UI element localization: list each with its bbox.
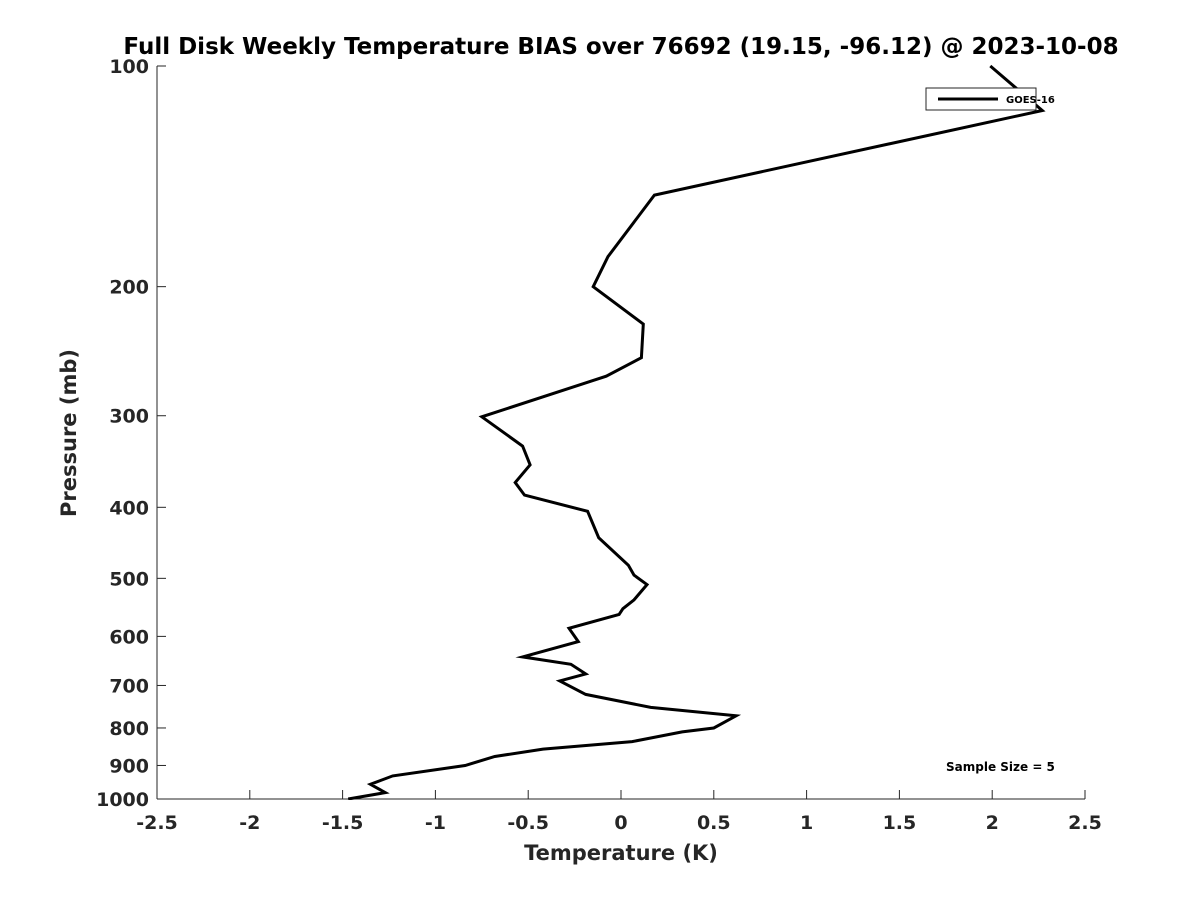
y-axis-ticks: 100 200 300 400 500 600 700 800 900 1000 (96, 56, 166, 811)
x-tick-label: 2 (986, 812, 999, 834)
x-tick-label: -1 (425, 812, 446, 834)
x-tick-label: 2.5 (1068, 812, 1102, 834)
y-tick-label: 1000 (96, 789, 149, 811)
y-tick-label: 600 (109, 626, 149, 648)
y-tick-label: 800 (109, 718, 149, 740)
x-tick-label: 1 (800, 812, 813, 834)
x-tick-label: 1.5 (883, 812, 917, 834)
series-layer (347, 64, 1046, 800)
y-axis-label: Pressure (mb) (57, 349, 81, 517)
y-tick-label: 400 (109, 497, 149, 519)
y-tick-label: 200 (109, 277, 149, 299)
x-tick-label: -2.5 (136, 812, 178, 834)
chart-title: Full Disk Weekly Temperature BIAS over 7… (123, 34, 1118, 60)
x-tick-label: 0.5 (697, 812, 731, 834)
plot-axes (156, 66, 1085, 800)
y-tick-label: 700 (109, 675, 149, 697)
x-tick-label: 0 (614, 812, 627, 834)
legend: GOES-16 (925, 87, 1055, 111)
x-axis-ticks: -2.5 -2 -1.5 -1 -0.5 0 0.5 1 1.5 2 2.5 (136, 790, 1102, 834)
x-axis-label: Temperature (K) (524, 841, 718, 865)
y-tick-label: 100 (109, 56, 149, 78)
y-tick-label: 900 (109, 755, 149, 777)
y-tick-label: 500 (109, 568, 149, 590)
x-tick-label: -1.5 (322, 812, 364, 834)
legend-entry-goes-16: GOES-16 (1006, 95, 1055, 106)
x-tick-label: -0.5 (507, 812, 549, 834)
series-line-goes-16 (347, 64, 1046, 800)
sample-size-annotation: Sample Size = 5 (946, 760, 1055, 774)
y-tick-label: 300 (109, 406, 149, 428)
x-tick-label: -2 (239, 812, 260, 834)
